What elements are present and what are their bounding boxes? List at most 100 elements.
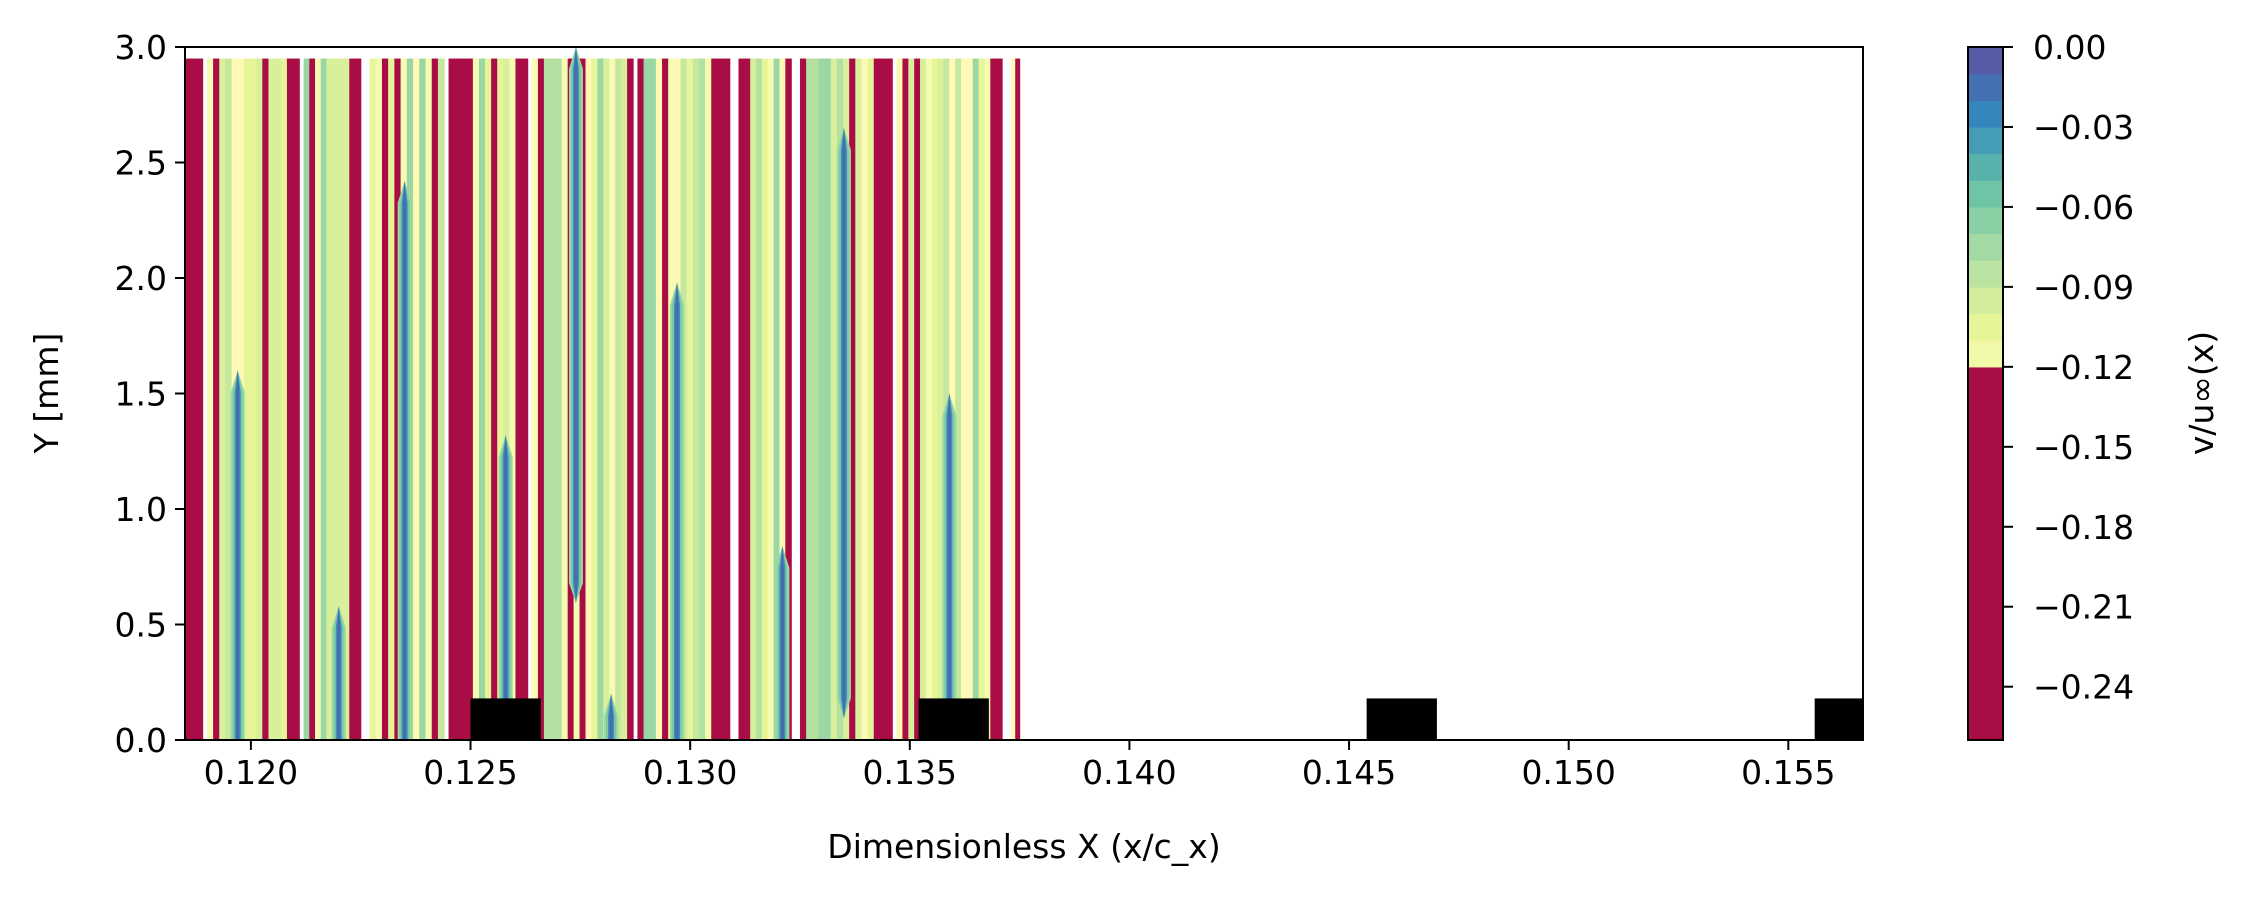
contour-strip: [799, 58, 807, 740]
contour-strip: [711, 58, 718, 740]
colorbar-band: [1968, 660, 2003, 688]
contour-strip: [280, 58, 288, 740]
contour-strip: [413, 58, 420, 740]
contour-strip: [1010, 58, 1016, 740]
contour-strip: [303, 58, 310, 740]
contour-strip: [984, 58, 991, 740]
contour-spikes: [230, 47, 957, 740]
contour-strip: [503, 58, 510, 740]
y-tick-label: 0.5: [115, 606, 167, 645]
contour-strip: [591, 58, 598, 740]
x-axis-label: Dimensionless X (x/c_x): [827, 827, 1220, 866]
contour-strip: [225, 58, 233, 740]
contour-strip: [485, 58, 492, 740]
contour-strip: [773, 58, 781, 740]
contour-strip: [867, 58, 875, 740]
contour-strip: [779, 58, 786, 740]
contour-spike: [236, 370, 240, 740]
contour-spike: [780, 545, 784, 740]
contour-spike: [403, 180, 407, 740]
contour-strip: [698, 58, 706, 740]
contour-strip: [621, 58, 628, 740]
contour-strip: [454, 58, 462, 740]
x-tick-label: 0.125: [423, 753, 517, 792]
contour-strip: [543, 58, 551, 740]
x-tick-label: 0.130: [643, 753, 737, 792]
contour-strip: [785, 58, 792, 740]
contour-strip: [515, 58, 523, 740]
contour-strip: [996, 58, 1003, 740]
colorbar-band: [1968, 606, 2003, 634]
contour-strip: [466, 58, 474, 740]
contour-strip: [873, 58, 881, 740]
contour-strip: [990, 58, 997, 740]
colorbar-band: [1968, 580, 2003, 608]
contour-strip: [1015, 58, 1021, 740]
x-axis: 0.120 0.125 0.130 0.135 0.140 0.145 0.150 0.155: [204, 740, 1836, 792]
contour-strip: [448, 58, 456, 740]
contour-strip: [431, 58, 439, 740]
colorbar-band: [1968, 633, 2003, 661]
colorbar-band: [1968, 526, 2003, 555]
y-tick-label: 0.0: [115, 721, 167, 760]
colorbar-tick-label: −0.18: [2033, 508, 2134, 547]
contour-strip: [213, 58, 220, 740]
contour-strip: [555, 58, 563, 740]
contour-strip: [705, 58, 712, 740]
colorbar-tick-label: −0.03: [2033, 108, 2134, 147]
contour-strip: [585, 58, 593, 740]
contour-spike: [574, 47, 578, 603]
contour-strip: [509, 58, 517, 740]
contour-strip: [315, 58, 322, 740]
y-tick-label: 3.0: [115, 28, 167, 67]
contour-spike: [842, 127, 846, 719]
contour-strip: [597, 58, 604, 740]
contour-strip: [320, 58, 328, 740]
contour-strip: [286, 58, 294, 740]
x-tick-label: 0.135: [863, 753, 957, 792]
contour-strip: [896, 58, 904, 740]
x-tick-label: 0.155: [1741, 753, 1835, 792]
contour-spike: [504, 435, 508, 740]
contour-strip: [419, 58, 427, 740]
contour-strip: [902, 58, 909, 740]
colorbar-band: [1968, 446, 2003, 475]
colorbar-band: [1968, 686, 2003, 714]
contour-strip: [537, 58, 545, 740]
contour-strip: [293, 58, 300, 740]
contour-strip: [609, 58, 616, 740]
contour-strip: [603, 58, 610, 740]
contour-spike: [609, 693, 613, 740]
contour-strip: [861, 58, 869, 740]
contour-strip: [978, 58, 986, 740]
contour-strip: [497, 58, 504, 740]
contour-strip: [824, 58, 832, 740]
colorbar: 0.00 −0.03 −0.06 −0.09 −0.12 −0.15 −0.18 −0.21 −…: [1967, 28, 2134, 741]
contour-strip: [243, 58, 251, 740]
contour-strip: [744, 58, 751, 740]
contour-strip: [655, 58, 663, 740]
colorbar-band: [1968, 153, 2003, 181]
contour-strip: [472, 58, 480, 740]
colorbar-band: [1968, 553, 2003, 581]
contour-strip: [332, 58, 339, 740]
y-tick-label: 2.5: [115, 144, 167, 183]
contour-strip: [491, 58, 498, 740]
contour-strip: [961, 58, 968, 740]
roughness-element: [1814, 698, 1863, 740]
colorbar-band: [1968, 393, 2003, 421]
contour-strip: [337, 58, 345, 740]
y-axis: 0.0 0.5 1.0 1.5 2.0 2.5 3.0: [115, 28, 185, 760]
colorbar-tick-label: −0.21: [2033, 588, 2134, 627]
contour-strip: [914, 58, 921, 740]
colorbar-band: [1968, 180, 2003, 208]
colorbar-tick-label: −0.15: [2033, 428, 2134, 467]
contour-strip: [309, 58, 316, 740]
colorbar-band: [1968, 713, 2003, 741]
colorbar-frame: [1967, 46, 2004, 741]
colorbar-tick-label: −0.09: [2033, 268, 2134, 307]
contour-strip: [925, 58, 933, 740]
contour-strip: [812, 58, 820, 740]
contour-strip: [425, 58, 433, 740]
contour-strip: [549, 58, 557, 740]
